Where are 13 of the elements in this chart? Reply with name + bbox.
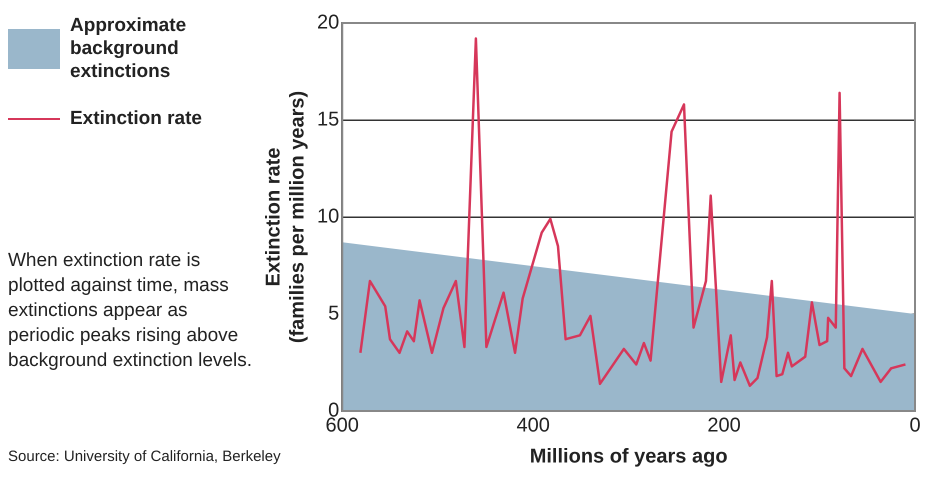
source-note: Source: University of California, Berkeley <box>8 448 282 465</box>
y-axis-title: Extinction rate (families per million years) <box>262 90 309 344</box>
legend-label: Approximate background extinctions <box>70 14 188 83</box>
y-tick-label: 5 <box>328 302 340 325</box>
x-tick-label: 0 <box>909 414 921 437</box>
y-tick-label: 10 <box>316 206 340 228</box>
legend-label: Extinction rate <box>70 107 203 130</box>
x-axis-title: Millions of years ago <box>530 446 728 468</box>
x-tick-label: 400 <box>516 414 550 437</box>
y-tick-label: 20 <box>316 12 340 34</box>
text: When extinction rate is plotted against time, mass extinctions appear as periodic peaks rising above background extinction levels. <box>8 249 253 373</box>
x-tick-label: 200 <box>707 414 741 437</box>
y-tick-label: 15 <box>316 108 340 131</box>
